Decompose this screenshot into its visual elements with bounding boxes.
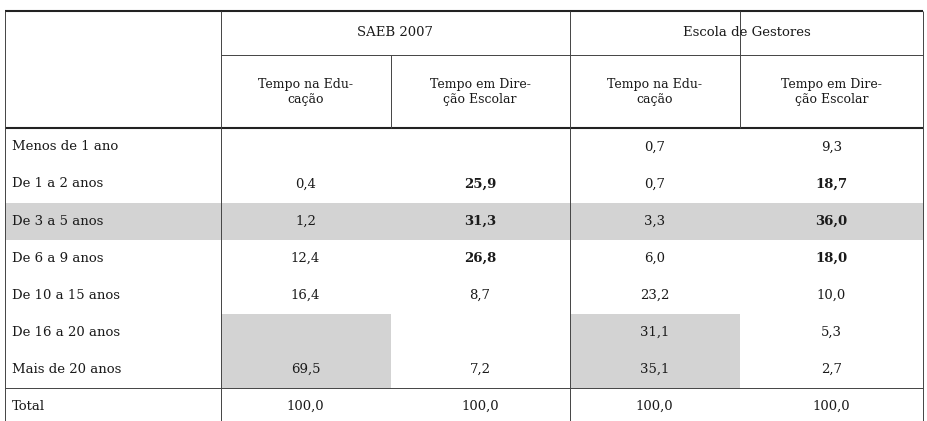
Text: Menos de 1 ano: Menos de 1 ano	[12, 141, 118, 153]
Text: De 3 a 5 anos: De 3 a 5 anos	[12, 215, 103, 227]
Text: 26,8: 26,8	[464, 252, 496, 264]
Text: 69,5: 69,5	[290, 363, 320, 376]
Text: 100,0: 100,0	[461, 400, 499, 413]
Text: Escola de Gestores: Escola de Gestores	[682, 26, 809, 39]
Text: 2,7: 2,7	[820, 363, 841, 376]
Text: 100,0: 100,0	[812, 400, 849, 413]
Text: 31,1: 31,1	[640, 326, 668, 338]
Text: 1,2: 1,2	[295, 215, 315, 227]
Text: Mais de 20 anos: Mais de 20 anos	[12, 363, 121, 376]
Text: SAEB 2007: SAEB 2007	[357, 26, 433, 39]
Text: 0,4: 0,4	[295, 178, 315, 190]
Text: Total: Total	[12, 400, 45, 413]
Text: 23,2: 23,2	[640, 289, 668, 301]
Text: 0,7: 0,7	[643, 141, 665, 153]
Text: 3,3: 3,3	[643, 215, 665, 227]
Text: 18,0: 18,0	[815, 252, 846, 264]
Text: 6,0: 6,0	[643, 252, 665, 264]
Text: 36,0: 36,0	[815, 215, 846, 227]
Bar	[5, 203, 922, 240]
Text: Tempo na Edu-
cação: Tempo na Edu- cação	[606, 77, 702, 106]
Text: 31,3: 31,3	[464, 215, 496, 227]
Text: 0,7: 0,7	[643, 178, 665, 190]
Text: 18,7: 18,7	[815, 178, 846, 190]
Text: Tempo na Edu-
cação: Tempo na Edu- cação	[258, 77, 352, 106]
Text: 100,0: 100,0	[286, 400, 324, 413]
Text: De 10 a 15 anos: De 10 a 15 anos	[12, 289, 120, 301]
Text: 25,9: 25,9	[464, 178, 496, 190]
Text: Tempo em Dire-
ção Escolar: Tempo em Dire- ção Escolar	[781, 77, 881, 106]
Text: Tempo em Dire-
ção Escolar: Tempo em Dire- ção Escolar	[429, 77, 530, 106]
Text: 8,7: 8,7	[469, 289, 490, 301]
Text: 12,4: 12,4	[290, 252, 320, 264]
Text: 10,0: 10,0	[816, 289, 845, 301]
Text: 35,1: 35,1	[640, 363, 668, 376]
Text: 9,3: 9,3	[820, 141, 841, 153]
Text: De 6 a 9 anos: De 6 a 9 anos	[12, 252, 104, 264]
Text: De 1 a 2 anos: De 1 a 2 anos	[12, 178, 103, 190]
Text: 7,2: 7,2	[469, 363, 490, 376]
Text: 100,0: 100,0	[635, 400, 673, 413]
Text: 16,4: 16,4	[290, 289, 320, 301]
Text: 5,3: 5,3	[820, 326, 841, 338]
Text: De 16 a 20 anos: De 16 a 20 anos	[12, 326, 120, 338]
